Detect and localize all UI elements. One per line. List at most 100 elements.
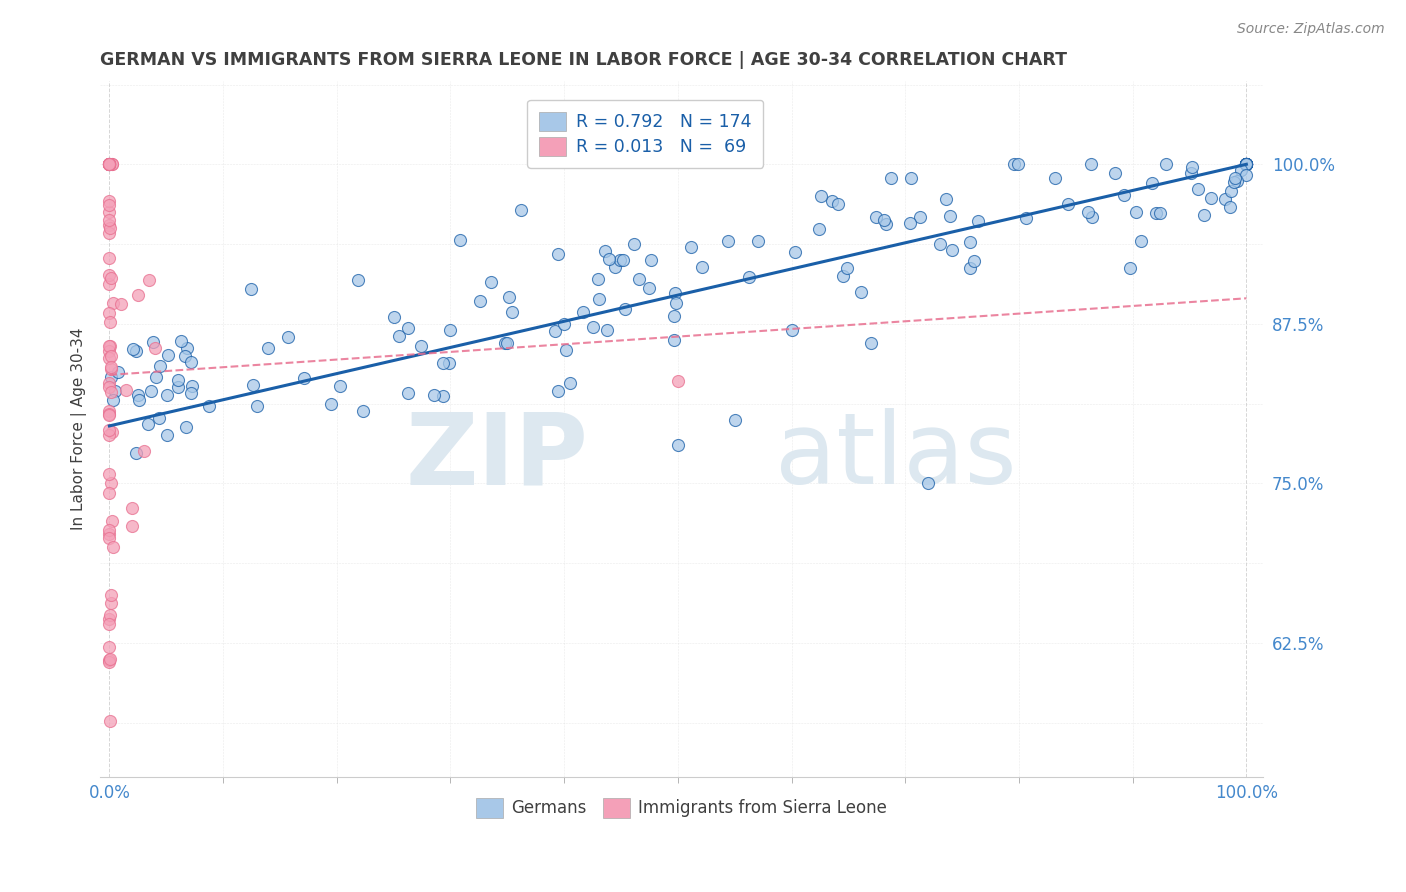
Point [98, 251, 121, 265]
Point [157, 348, 180, 362]
Point [582, 320, 605, 334]
Point [98, 157, 121, 171]
Point [388, 329, 411, 343]
Point [100, 270, 122, 285]
Point [98, 351, 121, 365]
Point [1220, 184, 1243, 198]
Point [1180, 166, 1202, 180]
Point [596, 323, 619, 337]
Point [382, 310, 405, 325]
Point [98, 157, 121, 171]
Point [554, 343, 576, 357]
Point [1234, 157, 1257, 171]
Point [246, 399, 269, 413]
Point [1181, 160, 1204, 174]
Point [509, 202, 531, 217]
Point [396, 321, 419, 335]
Point [98, 157, 121, 171]
Point [148, 410, 170, 425]
Point [1199, 191, 1222, 205]
Point [935, 192, 957, 206]
Point [928, 236, 950, 251]
Point [1119, 260, 1142, 275]
Point [1125, 205, 1147, 219]
Point [98, 523, 121, 537]
Point [329, 379, 352, 393]
Point [198, 399, 221, 413]
Point [180, 379, 202, 393]
Point [628, 271, 651, 285]
Point [738, 270, 761, 285]
Point [125, 344, 148, 359]
Point [145, 369, 167, 384]
Point [155, 428, 177, 442]
Point [180, 355, 202, 369]
Point [1056, 197, 1078, 211]
Point [1140, 176, 1163, 190]
Point [143, 341, 166, 355]
Point [98, 408, 121, 422]
Point [98, 655, 121, 669]
Point [747, 234, 769, 248]
Point [110, 297, 132, 311]
Point [98, 194, 121, 209]
Point [149, 359, 172, 373]
Point [1015, 211, 1038, 225]
Point [808, 221, 831, 235]
Point [142, 335, 165, 350]
Point [498, 290, 520, 304]
Point [127, 388, 149, 402]
Point [558, 376, 581, 390]
Point [98, 344, 121, 359]
Point [127, 288, 149, 302]
Point [496, 335, 519, 350]
Point [257, 342, 280, 356]
Point [640, 253, 662, 268]
Point [98, 714, 121, 728]
Point [98, 407, 121, 421]
Point [1223, 170, 1246, 185]
Point [98, 226, 121, 240]
Point [98, 339, 121, 353]
Text: atlas: atlas [775, 409, 1017, 506]
Point [100, 370, 122, 384]
Point [1234, 157, 1257, 171]
Point [176, 420, 198, 434]
Point [664, 333, 686, 347]
Point [572, 304, 595, 318]
Point [98, 423, 121, 437]
Point [98, 612, 121, 626]
Point [1234, 157, 1257, 171]
Point [875, 218, 897, 232]
Point [1144, 206, 1167, 220]
Point [1229, 162, 1251, 177]
Point [242, 378, 264, 392]
Point [100, 349, 122, 363]
Point [1080, 157, 1102, 171]
Point [98, 157, 121, 171]
Point [156, 387, 179, 401]
Point [860, 335, 883, 350]
Point [409, 339, 432, 353]
Point [827, 197, 849, 211]
Point [319, 397, 342, 411]
Point [98, 652, 121, 666]
Legend: Germans, Immigrants from Sierra Leone: Germans, Immigrants from Sierra Leone [470, 791, 894, 824]
Point [1234, 157, 1257, 171]
Point [851, 285, 873, 300]
Point [98, 315, 121, 329]
Point [547, 384, 569, 398]
Point [1234, 168, 1257, 182]
Point [98, 157, 121, 171]
Point [98, 339, 121, 353]
Point [98, 467, 121, 481]
Point [98, 205, 121, 219]
Point [98, 640, 121, 655]
Point [835, 260, 858, 275]
Point [100, 596, 122, 610]
Point [115, 383, 138, 397]
Point [665, 296, 688, 310]
Point [180, 385, 202, 400]
Point [900, 171, 922, 186]
Point [1219, 200, 1241, 214]
